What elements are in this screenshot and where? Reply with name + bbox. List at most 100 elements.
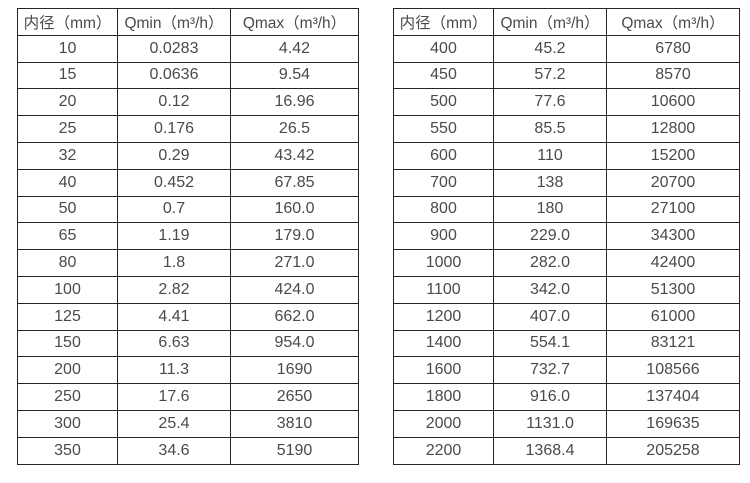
table-cell: 205258 — [606, 436, 740, 465]
table-row: 150 6.63 954.0 — [17, 329, 359, 358]
table-cell: 61000 — [606, 302, 740, 331]
header-cell: Qmax（m³/h） — [606, 8, 740, 36]
table-cell: 0.12 — [117, 88, 231, 117]
table-cell: 1100 — [393, 275, 494, 304]
table-cell: 800 — [393, 195, 494, 224]
table-cell: 4.42 — [230, 34, 359, 63]
table-row: 10 0.0283 4.42 — [17, 34, 359, 63]
table-cell: 200 — [17, 356, 118, 385]
table-cell: 169635 — [606, 409, 740, 438]
table-cell: 32 — [17, 141, 118, 170]
table-cell: 554.1 — [493, 329, 607, 358]
table-row: 2200 1368.4 205258 — [393, 436, 740, 465]
table-cell: 11.3 — [117, 356, 231, 385]
table-cell: 282.0 — [493, 249, 607, 277]
table-cell: 2.82 — [117, 275, 231, 304]
table-cell: 1.19 — [117, 222, 231, 251]
table-cell: 1368.4 — [493, 436, 607, 465]
table-cell: 6.63 — [117, 329, 231, 358]
table-row: 800 180 27100 — [393, 195, 740, 224]
table-row: 1600 732.7 108566 — [393, 356, 740, 385]
table-cell: 26.5 — [230, 115, 359, 143]
table-cell: 160.0 — [230, 195, 359, 224]
table-cell: 85.5 — [493, 115, 607, 143]
table-row: 40 0.452 67.85 — [17, 168, 359, 197]
table-cell: 2200 — [393, 436, 494, 465]
table-row: 25 0.176 26.5 — [17, 115, 359, 143]
table-cell: 1690 — [230, 356, 359, 385]
table-cell: 67.85 — [230, 168, 359, 197]
table-cell: 1.8 — [117, 249, 231, 277]
table-row: 65 1.19 179.0 — [17, 222, 359, 251]
header-cell: Qmin（m³/h） — [117, 8, 231, 36]
table-cell: 424.0 — [230, 275, 359, 304]
table-cell: 9.54 — [230, 61, 359, 90]
table-cell: 0.29 — [117, 141, 231, 170]
table-cell: 4.41 — [117, 302, 231, 331]
table-cell: 150 — [17, 329, 118, 358]
table-cell: 180 — [493, 195, 607, 224]
table-row: 1100 342.0 51300 — [393, 275, 740, 304]
table-header-row: 内径（mm） Qmin（m³/h） Qmax（m³/h） — [17, 8, 359, 36]
table-cell: 8570 — [606, 61, 740, 90]
table-cell: 51300 — [606, 275, 740, 304]
table-row: 2000 1131.0 169635 — [393, 409, 740, 438]
flow-spec-tables: 内径（mm） Qmin（m³/h） Qmax（m³/h） 10 0.0283 4.42 1… — [17, 8, 740, 465]
table-cell: 20700 — [606, 168, 740, 197]
table-cell: 25.4 — [117, 409, 231, 438]
table-row: 20 0.12 16.96 — [17, 88, 359, 117]
table-row: 100 2.82 424.0 — [17, 275, 359, 304]
table-cell: 80 — [17, 249, 118, 277]
table-cell: 15200 — [606, 141, 740, 170]
table-row: 450 57.2 8570 — [393, 61, 740, 90]
table-row: 32 0.29 43.42 — [17, 141, 359, 170]
table-cell: 407.0 — [493, 302, 607, 331]
table-cell: 40 — [17, 168, 118, 197]
table-cell: 65 — [17, 222, 118, 251]
table-cell: 450 — [393, 61, 494, 90]
table-row: 1400 554.1 83121 — [393, 329, 740, 358]
table-row: 250 17.6 2650 — [17, 383, 359, 411]
table-cell: 15 — [17, 61, 118, 90]
table-cell: 6780 — [606, 34, 740, 63]
table-body: 10 0.0283 4.42 15 0.0636 9.54 20 0.12 16.96 25 0.1… — [17, 34, 359, 465]
table-cell: 42400 — [606, 249, 740, 277]
header-cell: 内径（mm） — [393, 8, 494, 36]
table-row: 1800 916.0 137404 — [393, 383, 740, 411]
table-row: 900 229.0 34300 — [393, 222, 740, 251]
table-cell: 1800 — [393, 383, 494, 411]
table-cell: 0.0636 — [117, 61, 231, 90]
header-cell: Qmax（m³/h） — [230, 8, 359, 36]
table-row: 300 25.4 3810 — [17, 409, 359, 438]
table-row: 125 4.41 662.0 — [17, 302, 359, 331]
table-cell: 43.42 — [230, 141, 359, 170]
header-cell: 内径（mm） — [17, 8, 118, 36]
table-cell: 1000 — [393, 249, 494, 277]
table-row: 600 110 15200 — [393, 141, 740, 170]
header-row: 内径（mm） Qmin（m³/h） Qmax（m³/h） — [17, 8, 359, 36]
table-cell: 2000 — [393, 409, 494, 438]
table-cell: 271.0 — [230, 249, 359, 277]
table-row: 500 77.6 10600 — [393, 88, 740, 117]
table-cell: 137404 — [606, 383, 740, 411]
table-cell: 1200 — [393, 302, 494, 331]
table-body: 400 45.2 6780 450 57.2 8570 500 77.6 10600 550 85.… — [393, 34, 740, 465]
table-cell: 0.0283 — [117, 34, 231, 63]
table-cell: 3810 — [230, 409, 359, 438]
table-row: 550 85.5 12800 — [393, 115, 740, 143]
table-cell: 17.6 — [117, 383, 231, 411]
table-cell: 45.2 — [493, 34, 607, 63]
table-row: 200 11.3 1690 — [17, 356, 359, 385]
table-cell: 125 — [17, 302, 118, 331]
table-header-row: 内径（mm） Qmin（m³/h） Qmax（m³/h） — [393, 8, 740, 36]
table-cell: 916.0 — [493, 383, 607, 411]
table-cell: 108566 — [606, 356, 740, 385]
table-cell: 500 — [393, 88, 494, 117]
table-cell: 732.7 — [493, 356, 607, 385]
header-row: 内径（mm） Qmin（m³/h） Qmax（m³/h） — [393, 8, 740, 36]
flow-table-large-diameters: 内径（mm） Qmin（m³/h） Qmax（m³/h） 400 45.2 6780 45… — [393, 8, 740, 465]
table-cell: 250 — [17, 383, 118, 411]
table-cell: 0.452 — [117, 168, 231, 197]
table-cell: 400 — [393, 34, 494, 63]
table-cell: 100 — [17, 275, 118, 304]
